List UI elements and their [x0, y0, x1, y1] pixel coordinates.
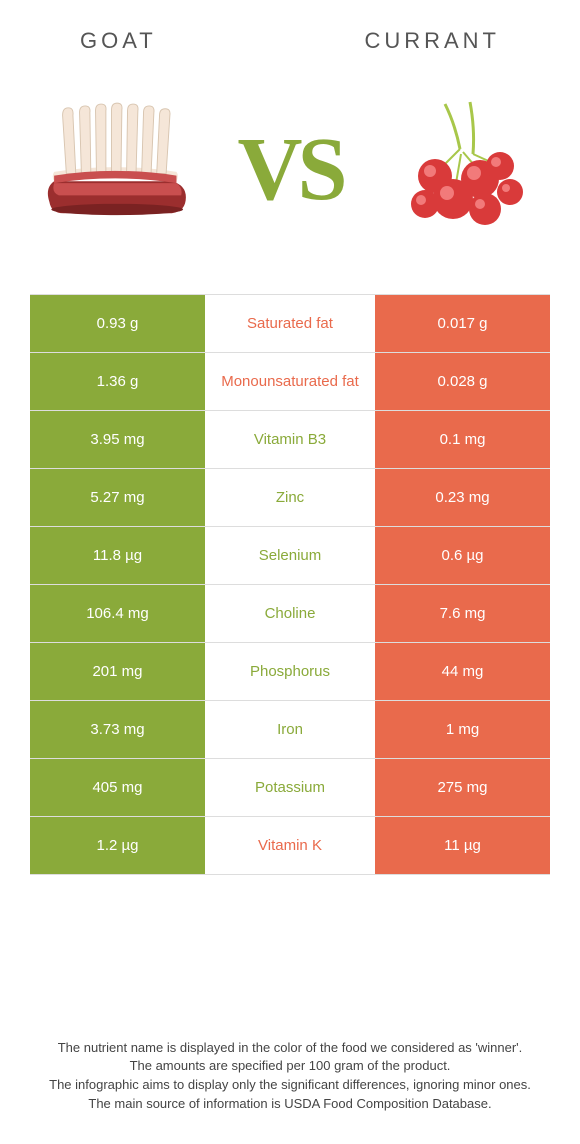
left-value: 106.4 mg [30, 585, 205, 642]
right-value: 0.23 mg [375, 469, 550, 526]
left-value: 201 mg [30, 643, 205, 700]
nutrient-row: 3.73 mgIron1 mg [30, 701, 550, 759]
left-value: 0.93 g [30, 295, 205, 352]
nutrient-row: 405 mgPotassium275 mg [30, 759, 550, 817]
footer-line: The nutrient name is displayed in the co… [30, 1039, 550, 1058]
right-food-title: CURRANT [364, 28, 500, 54]
right-value: 11 µg [375, 817, 550, 874]
vs-label: VS [237, 118, 342, 221]
nutrient-row: 5.27 mgZinc0.23 mg [30, 469, 550, 527]
left-value: 5.27 mg [30, 469, 205, 526]
nutrient-label: Choline [205, 585, 375, 642]
left-value: 11.8 µg [30, 527, 205, 584]
currant-icon [380, 89, 540, 249]
right-value: 44 mg [375, 643, 550, 700]
footer-line: The amounts are specified per 100 gram o… [30, 1057, 550, 1076]
header-row: GOAT CURRANT [0, 0, 580, 64]
right-value: 0.6 µg [375, 527, 550, 584]
nutrient-row: 1.36 gMonounsaturated fat0.028 g [30, 353, 550, 411]
nutrient-label: Potassium [205, 759, 375, 816]
nutrient-row: 106.4 mgCholine7.6 mg [30, 585, 550, 643]
left-value: 3.73 mg [30, 701, 205, 758]
right-value: 1 mg [375, 701, 550, 758]
hero-row: VS [0, 64, 580, 294]
nutrient-label: Iron [205, 701, 375, 758]
nutrient-label: Monounsaturated fat [205, 353, 375, 410]
footer-notes: The nutrient name is displayed in the co… [30, 1039, 550, 1114]
left-value: 405 mg [30, 759, 205, 816]
nutrient-row: 11.8 µgSelenium0.6 µg [30, 527, 550, 585]
footer-line: The infographic aims to display only the… [30, 1076, 550, 1095]
left-value: 1.2 µg [30, 817, 205, 874]
nutrient-row: 1.2 µgVitamin K11 µg [30, 817, 550, 875]
right-value: 0.028 g [375, 353, 550, 410]
nutrient-row: 201 mgPhosphorus44 mg [30, 643, 550, 701]
nutrient-row: 3.95 mgVitamin B30.1 mg [30, 411, 550, 469]
right-value: 275 mg [375, 759, 550, 816]
goat-meat-icon [40, 89, 200, 249]
nutrient-label: Vitamin B3 [205, 411, 375, 468]
nutrient-label: Zinc [205, 469, 375, 526]
nutrient-table: 0.93 gSaturated fat0.017 g1.36 gMonounsa… [30, 294, 550, 875]
right-value: 0.017 g [375, 295, 550, 352]
right-value: 7.6 mg [375, 585, 550, 642]
left-value: 1.36 g [30, 353, 205, 410]
nutrient-row: 0.93 gSaturated fat0.017 g [30, 295, 550, 353]
left-value: 3.95 mg [30, 411, 205, 468]
nutrient-label: Vitamin K [205, 817, 375, 874]
left-food-title: GOAT [80, 28, 157, 54]
footer-line: The main source of information is USDA F… [30, 1095, 550, 1114]
nutrient-label: Selenium [205, 527, 375, 584]
right-value: 0.1 mg [375, 411, 550, 468]
nutrient-label: Phosphorus [205, 643, 375, 700]
nutrient-label: Saturated fat [205, 295, 375, 352]
